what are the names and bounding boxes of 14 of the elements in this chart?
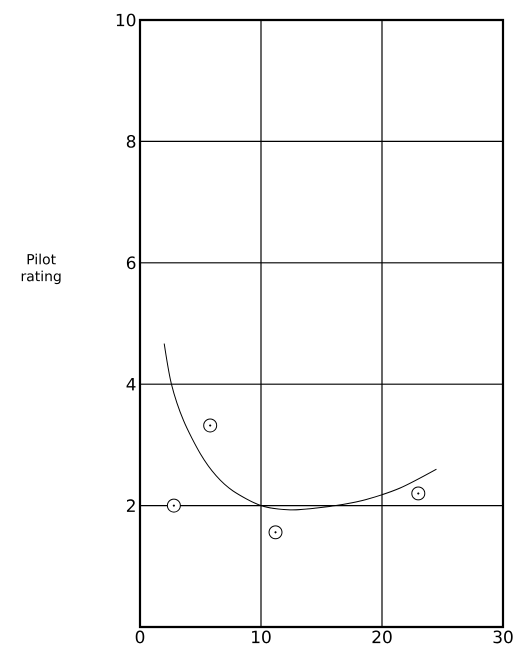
y-tick-label: 4 bbox=[126, 378, 136, 390]
x-tick-label: 0 bbox=[136, 630, 144, 644]
x-tick-label: 10 bbox=[252, 630, 271, 644]
y-tick-label: 2 bbox=[126, 499, 135, 512]
point bbox=[268, 525, 282, 540]
x-tick-label: 20 bbox=[372, 630, 392, 644]
point bbox=[203, 418, 218, 432]
y-tick-label: 6 bbox=[126, 256, 136, 270]
y-tick-label: 10 bbox=[116, 14, 136, 26]
point bbox=[411, 486, 426, 500]
y-axis-title: Pilot rating bbox=[22, 254, 61, 284]
point bbox=[166, 498, 181, 513]
x-tick-label: 30 bbox=[494, 630, 513, 644]
y-tick-label: 8 bbox=[126, 134, 136, 148]
